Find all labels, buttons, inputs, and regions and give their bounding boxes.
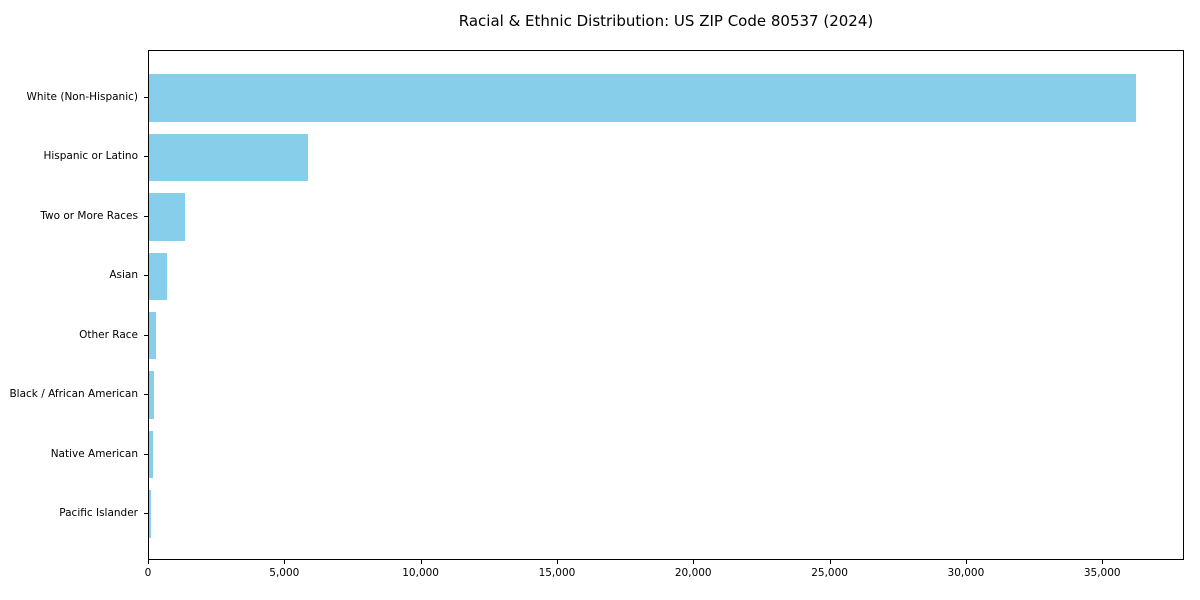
y-tick-label: Two or More Races [40,209,138,222]
y-tick-label: Native American [50,447,138,460]
x-tick-mark [829,560,831,564]
x-tick-label: 20,000 [674,567,712,579]
y-tick-mark [144,513,148,515]
x-tick-label: 15,000 [538,567,576,579]
y-tick-label: Other Race [79,328,138,341]
y-tick-mark [144,156,148,158]
bar-black-african-american [149,371,155,419]
x-tick-mark [148,560,149,564]
x-tick-label: 10,000 [402,567,439,579]
y-tick-mark [144,96,148,98]
y-tick-label: Asian [109,269,138,282]
x-tick-label: 5,000 [269,567,300,579]
y-tick-label: Pacific Islander [59,507,138,520]
y-tick-mark [144,453,148,455]
y-tick-label: White (Non-Hispanic) [26,90,138,103]
plot-area [148,50,1184,560]
x-tick-label: 25,000 [811,567,848,579]
x-tick-mark [420,560,422,564]
bar-hispanic-or-latino [149,133,309,182]
y-tick-mark [144,334,148,336]
x-tick-mark [965,560,967,564]
y-tick-label: Hispanic or Latino [43,150,138,163]
x-tick-mark [693,560,695,564]
chart-title: Racial & Ethnic Distribution: US ZIP Cod… [458,12,874,30]
x-tick-mark [284,560,286,564]
bar-white-non-hispanic [149,74,1136,122]
x-tick-mark [1102,560,1104,564]
x-tick-mark [556,560,558,564]
bar-other-race [149,311,157,360]
x-tick-label: 35,000 [1083,567,1121,579]
bar-native-american [149,430,154,479]
y-tick-mark [144,275,148,277]
x-tick-label: 30,000 [947,567,985,579]
y-tick-mark [144,215,148,217]
y-tick-mark [144,394,148,396]
bar-pacific-islander [149,490,152,538]
y-tick-label: Black / African American [9,388,138,401]
bar-asian [149,252,167,301]
x-tick-label: 0 [144,567,152,579]
bar-two-or-more-races [149,193,186,241]
